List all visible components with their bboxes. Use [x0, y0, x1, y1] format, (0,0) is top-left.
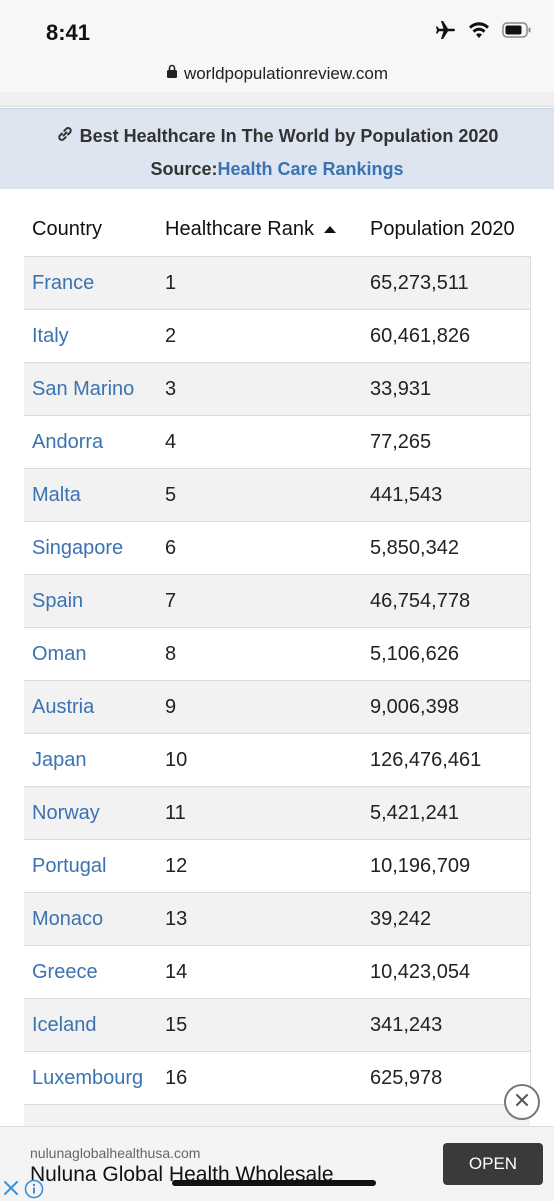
source-label: Source:: [150, 159, 218, 179]
column-header-rank-label: Healthcare Rank: [165, 218, 314, 240]
country-link[interactable]: Greece: [32, 961, 98, 983]
country-link[interactable]: Italy: [32, 325, 69, 347]
rank-cell: 13: [165, 908, 188, 930]
table-row: Malta 5 441,543: [24, 468, 530, 521]
table-title-text: Best Healthcare In The World by Populati…: [79, 126, 499, 146]
table-row: Luxembourg 16 625,978: [24, 1051, 530, 1104]
rank-cell: 3: [165, 378, 177, 400]
population-cell: 5,421,241: [370, 802, 459, 824]
status-icons: [434, 20, 532, 45]
country-link[interactable]: Austria: [32, 696, 95, 718]
country-link[interactable]: Oman: [32, 643, 87, 665]
ad-domain: nulunaglobalhealthusa.com: [30, 1145, 201, 1161]
divider: [0, 92, 554, 107]
table-row: Monaco 13 39,242: [24, 892, 530, 945]
rank-cell: 14: [165, 961, 188, 983]
rank-cell: 10: [165, 749, 188, 771]
table-column-headers: Country Healthcare Rank Population 2020: [24, 206, 554, 252]
close-ad-button[interactable]: [504, 1084, 540, 1120]
country-link[interactable]: Norway: [32, 802, 100, 824]
table-caption: Best Healthcare In The World by Populati…: [0, 108, 554, 189]
population-cell: 9,006,398: [370, 696, 459, 718]
population-cell: 5,106,626: [370, 643, 459, 665]
country-link[interactable]: San Marino: [32, 378, 135, 400]
lock-icon: [166, 64, 178, 84]
rank-cell: 9: [165, 696, 177, 718]
population-cell: 10,196,709: [370, 855, 471, 877]
population-cell: 77,265: [370, 431, 432, 453]
column-header-healthcare-rank[interactable]: Healthcare Rank: [165, 218, 336, 241]
table-source: Source:Health Care Rankings: [0, 159, 554, 180]
population-cell: 341,243: [370, 1014, 443, 1036]
close-icon: [514, 1092, 530, 1113]
rank-cell: 12: [165, 855, 188, 877]
url-text: worldpopulationreview.com: [183, 64, 389, 83]
column-header-population[interactable]: Population 2020: [370, 218, 515, 240]
table-body: France 1 65,273,511 Italy 2 60,461,826 San M…: [24, 256, 530, 1157]
rank-cell: 11: [165, 802, 186, 824]
table-row: Greece 14 10,423,054: [24, 945, 530, 998]
country-link[interactable]: Portugal: [32, 855, 107, 877]
airplane-icon: [434, 20, 456, 45]
population-cell: 625,978: [370, 1067, 443, 1089]
population-cell: 65,273,511: [370, 272, 469, 294]
population-cell: 39,242: [370, 908, 432, 930]
ad-info-icon[interactable]: [24, 1179, 44, 1204]
population-cell: 46,754,778: [370, 590, 471, 612]
population-cell: 441,543: [370, 484, 443, 506]
population-cell: 60,461,826: [370, 325, 471, 347]
link-icon[interactable]: [56, 125, 74, 148]
sort-ascending-icon: [323, 226, 336, 234]
country-link[interactable]: Iceland: [32, 1014, 97, 1036]
status-time: 8:41: [46, 20, 91, 45]
table-row: Oman 8 5,106,626: [24, 627, 530, 680]
table-row: Andorra 4 77,265: [24, 415, 530, 468]
rank-cell: 16: [165, 1067, 188, 1089]
battery-icon: [502, 22, 532, 43]
wifi-icon: [468, 21, 490, 44]
table-row: Spain 7 46,754,778: [24, 574, 530, 627]
country-link[interactable]: Malta: [32, 484, 81, 506]
country-link[interactable]: Japan: [32, 749, 87, 771]
rank-cell: 1: [165, 272, 177, 294]
country-link[interactable]: Spain: [32, 590, 84, 612]
population-cell: 33,931: [370, 378, 432, 400]
ad-banner[interactable]: nulunaglobalhealthusa.com Nuluna Global …: [0, 1126, 554, 1201]
column-header-country[interactable]: Country: [32, 218, 103, 240]
ad-open-button[interactable]: OPEN: [443, 1143, 543, 1185]
table-row: Portugal 12 10,196,709: [24, 839, 530, 892]
rank-cell: 5: [165, 484, 177, 506]
country-link[interactable]: France: [32, 272, 95, 294]
address-bar[interactable]: worldpopulationreview.com: [0, 56, 554, 92]
population-cell: 10,423,054: [370, 961, 471, 983]
rank-cell: 2: [165, 325, 177, 347]
rank-cell: 4: [165, 431, 177, 453]
source-link[interactable]: Health Care Rankings: [217, 159, 404, 179]
table-row: Austria 9 9,006,398: [24, 680, 530, 733]
rank-cell: 8: [165, 643, 177, 665]
table-row: Japan 10 126,476,461: [24, 733, 530, 786]
status-bar: 8:41: [0, 0, 554, 56]
table-row: San Marino 3 33,931: [24, 362, 530, 415]
home-indicator: [172, 1180, 376, 1186]
table-row: Norway 11 5,421,241: [24, 786, 530, 839]
population-cell: 5,850,342: [370, 537, 459, 559]
table-row: France 1 65,273,511: [24, 256, 530, 309]
rank-cell: 6: [165, 537, 177, 559]
table-row: Iceland 15 341,243: [24, 998, 530, 1051]
country-link[interactable]: Monaco: [32, 908, 104, 930]
rank-cell: 15: [165, 1014, 188, 1036]
country-link[interactable]: Luxembourg: [32, 1067, 144, 1089]
table-title: Best Healthcare In The World by Populati…: [0, 125, 554, 148]
population-cell: 126,476,461: [370, 749, 482, 771]
country-link[interactable]: Singapore: [32, 537, 124, 559]
country-link[interactable]: Andorra: [32, 431, 104, 453]
table-row: Singapore 6 5,850,342: [24, 521, 530, 574]
table-right-edge: [530, 256, 531, 1112]
rank-cell: 7: [165, 590, 177, 612]
table-row: Italy 2 60,461,826: [24, 309, 530, 362]
ad-close-icon[interactable]: [2, 1179, 20, 1202]
